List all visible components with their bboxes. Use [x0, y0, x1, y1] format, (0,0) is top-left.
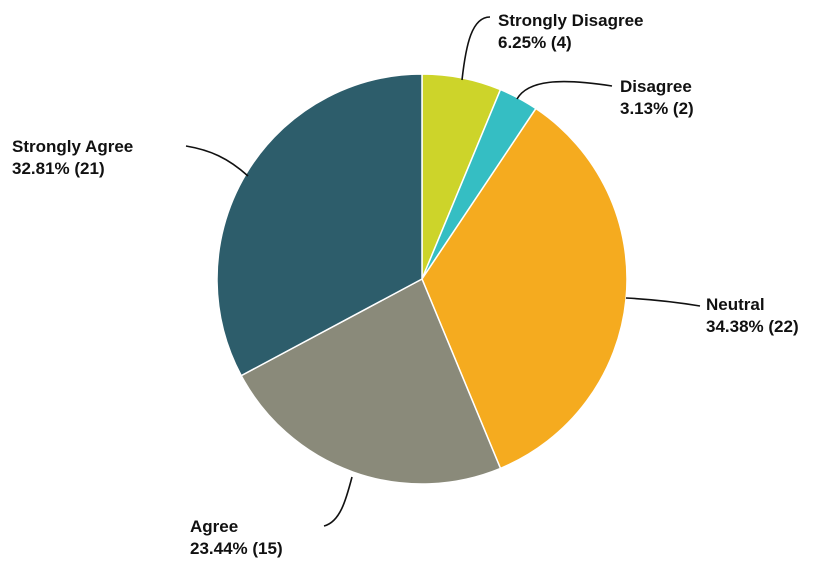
pie-slice-neutral — [421, 107, 628, 470]
labels-layer: Strongly Disagree 6.25% (4) Disagree 3.13% … — [12, 11, 799, 558]
slice-label-value-disagree: 3.13% (2) — [620, 99, 694, 118]
slice-label-value-strongly-disagree: 6.25% (4) — [498, 33, 572, 52]
slice-label-value-agree: 23.44% (15) — [190, 539, 283, 558]
slice-label-name-strongly-disagree: Strongly Disagree — [498, 11, 644, 30]
leader-line-strongly-agree — [185, 145, 249, 177]
slice-label-name-neutral: Neutral — [706, 295, 765, 314]
slices-layer — [216, 73, 628, 485]
slice-label-value-strongly-agree: 32.81% (21) — [12, 159, 105, 178]
slice-label-name-strongly-agree: Strongly Agree — [12, 137, 133, 156]
leader-line-disagree — [516, 80, 613, 100]
leader-lines-layer — [185, 16, 701, 527]
slice-label-name-disagree: Disagree — [620, 77, 692, 96]
slice-label-value-neutral: 34.38% (22) — [706, 317, 799, 336]
leader-line-neutral — [625, 297, 701, 307]
leader-line-agree — [323, 476, 353, 527]
pie-slice-agree — [240, 277, 502, 485]
slice-label-name-agree: Agree — [190, 517, 238, 536]
leader-line-strongly-disagree — [461, 16, 491, 81]
